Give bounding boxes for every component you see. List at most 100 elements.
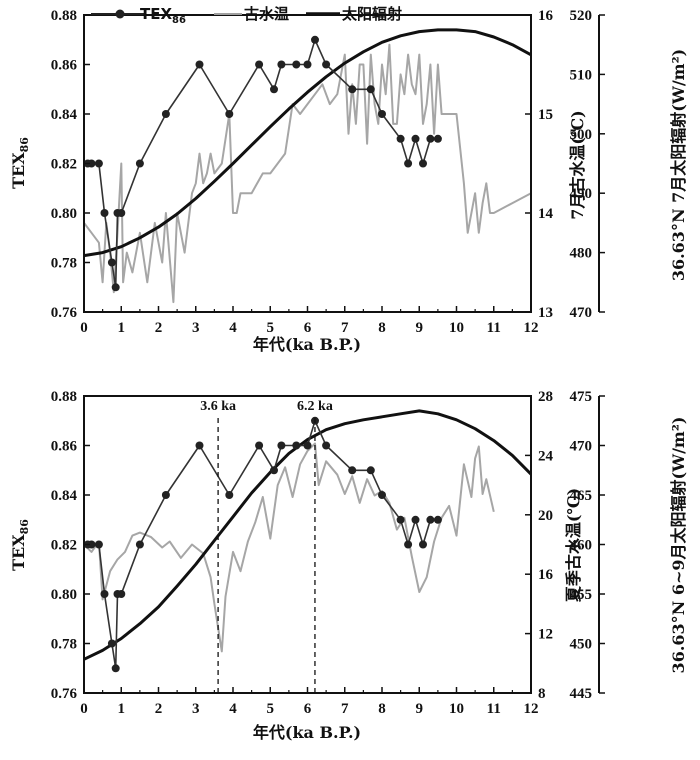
bottom-left-tick-label: 0.78 — [51, 637, 77, 653]
top-tex86-point — [225, 110, 234, 118]
top-tex86-point — [135, 159, 144, 168]
bottom-x-tick-label: 0 — [80, 701, 88, 717]
bottom-x-tick-label: 4 — [229, 701, 237, 717]
top-tex86-point — [277, 60, 286, 69]
bottom-tex86-point — [225, 491, 234, 499]
bottom-tex86-point — [87, 540, 96, 549]
bottom-tex86-point — [419, 540, 427, 549]
top-x-tick-label: 10 — [449, 320, 464, 336]
bottom-right1-tick-label: 20 — [538, 508, 553, 524]
bottom-x-tick-label: 9 — [416, 701, 424, 717]
bottom-right2-tick-label: 460 — [570, 538, 593, 554]
bottom-left-tick-label: 0.84 — [51, 488, 78, 504]
top-tex86-point — [419, 159, 427, 168]
bottom-tex86-point — [348, 466, 357, 475]
top-right1-axis-label: 7月古水温(℃) — [568, 110, 587, 219]
bottom-x-tick-label: 3 — [192, 701, 200, 717]
top-tex86-point — [378, 110, 386, 118]
top-tex86-point — [322, 60, 331, 69]
top-paleotemp-line — [83, 43, 532, 304]
top-right1-tick-label: 14 — [538, 206, 554, 222]
bottom-x-axis-label: 年代(ka B.P.) — [253, 723, 361, 742]
top-x-axis-label: 年代(ka B.P.) — [253, 335, 361, 354]
top-tex86-point — [411, 134, 420, 143]
top-tex86-point — [87, 159, 96, 168]
bottom-x-tick-label: 5 — [267, 701, 275, 717]
top-tex86-point — [270, 85, 278, 94]
top-tex86-point — [107, 258, 116, 267]
top-left-tick-label: 0.84 — [51, 107, 78, 123]
bottom-tex86-point — [117, 590, 126, 598]
bottom-x-tick-label: 11 — [487, 701, 501, 717]
top-x-tick-label: 4 — [229, 320, 237, 336]
bottom-x-tick-label: 1 — [118, 701, 126, 717]
top-x-tick-label: 2 — [155, 320, 163, 336]
annotation-label: 3.6 ka — [200, 399, 236, 414]
top-tex86-point — [111, 283, 120, 292]
top-tex86-point — [117, 209, 126, 217]
top-tex86-point — [426, 134, 435, 143]
bottom-x-tick-label: 12 — [524, 701, 539, 717]
top-right2-tick-label: 510 — [570, 67, 593, 83]
legend-paleotemp-label: 古水温 — [244, 5, 289, 23]
bottom-tex86-point — [426, 515, 435, 524]
top-tex86-point — [348, 85, 357, 94]
top-right2-tick-label: 490 — [570, 186, 593, 202]
top-tex86-point — [404, 159, 413, 168]
top-plot-frame — [83, 14, 532, 313]
bottom-tex86-point — [195, 441, 204, 450]
bottom-right1-tick-label: 8 — [538, 686, 546, 702]
legend-tex86-marker — [115, 9, 125, 19]
top-tex86-point — [255, 60, 264, 69]
top-right2-tick-label: 500 — [570, 127, 593, 143]
top-x-tick-label: 9 — [416, 320, 424, 336]
top-tex86-line — [87, 38, 438, 289]
panel-top: 0 1 2 3 4 5 6 7 8 9 10 11 120.760.780.800.820.840.86… — [9, 5, 688, 354]
top-x-tick-label: 1 — [118, 320, 126, 336]
bottom-tex86-point — [366, 466, 375, 475]
top-tex86-point — [433, 134, 442, 143]
legend: TEX86 古水温 太阳辐射 — [91, 5, 402, 26]
top-x-tick-label: 11 — [487, 320, 501, 336]
bottom-tex86-point — [292, 441, 301, 450]
top-tex86-point — [100, 209, 109, 217]
bottom-right1-tick-label: 12 — [538, 627, 553, 643]
top-left-tick-label: 0.78 — [51, 256, 77, 272]
bottom-tex86-point — [404, 540, 413, 549]
bottom-tex86-point — [94, 540, 103, 549]
top-left-tick-label: 0.76 — [51, 305, 78, 321]
bottom-tex86-point — [303, 441, 312, 450]
bottom-right1-tick-label: 24 — [538, 448, 554, 464]
annotation-label: 6.2 ka — [297, 399, 333, 414]
top-tex86-point — [396, 134, 405, 143]
bottom-tex86-point — [161, 491, 170, 499]
top-x-tick-label: 5 — [267, 320, 275, 336]
top-x-tick-label: 6 — [304, 320, 312, 336]
top-left-tick-label: 0.88 — [51, 8, 77, 24]
bottom-left-tick-label: 0.76 — [51, 686, 78, 702]
bottom-right2-tick-label: 475 — [570, 389, 593, 405]
top-left-tick-label: 0.82 — [51, 157, 77, 173]
bottom-x-tick-label: 7 — [341, 701, 349, 717]
bottom-x-tick-label: 8 — [378, 701, 386, 717]
top-x-tick-label: 7 — [341, 320, 349, 336]
bottom-tex86-point — [107, 639, 116, 648]
bottom-tex86-point — [322, 441, 331, 450]
bottom-right2-axis-label: 36.63°N 6~9月太阳辐射(W/m²) — [669, 417, 688, 674]
bottom-right1-tick-label: 28 — [538, 389, 553, 405]
bottom-right1-axis-label: 夏季古水温(℃) — [564, 488, 583, 603]
bottom-tex86-line — [87, 419, 438, 670]
top-tex86-point — [161, 110, 170, 118]
top-right1-tick-label: 13 — [538, 305, 553, 321]
bottom-x-tick-label: 2 — [155, 701, 163, 717]
bottom-left-tick-label: 0.82 — [51, 538, 77, 554]
top-right2-tick-label: 520 — [570, 8, 593, 24]
top-left-tick-label: 0.80 — [51, 206, 77, 222]
top-tex86-point — [195, 60, 204, 69]
bottom-tex86-point — [411, 515, 420, 524]
top-solar-line — [83, 28, 532, 258]
bottom-tex86-point — [396, 515, 405, 524]
bottom-x-tick-label: 6 — [304, 701, 312, 717]
bottom-right2-tick-label: 445 — [570, 686, 593, 702]
